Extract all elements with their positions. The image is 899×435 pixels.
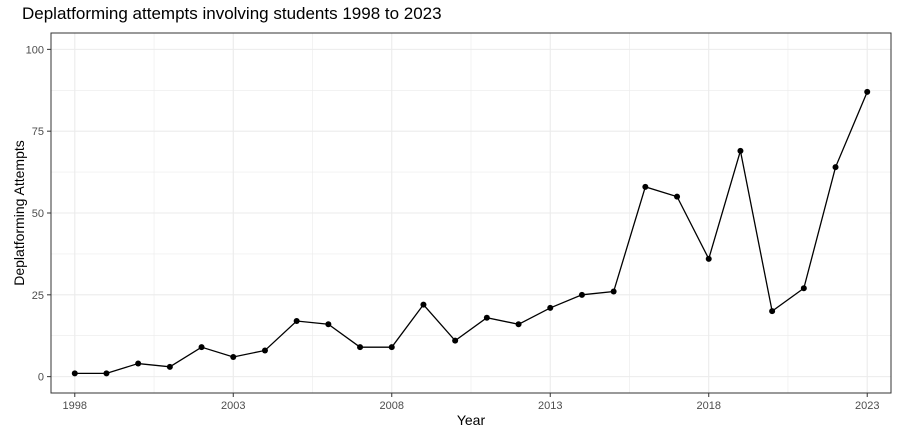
- data-point: [705, 255, 712, 262]
- y-tick-label: 25: [32, 290, 44, 302]
- series-line: [74, 91, 868, 375]
- data-point: [832, 164, 839, 171]
- y-axis-title: Deplatforming Attempts: [11, 140, 27, 286]
- data-point: [388, 344, 395, 351]
- data-point: [800, 285, 807, 292]
- data-point: [483, 314, 490, 321]
- data-point: [293, 318, 300, 324]
- data-point: [135, 360, 142, 367]
- data-point: [166, 363, 173, 370]
- data-point: [261, 347, 268, 354]
- data-point: [674, 193, 681, 200]
- y-tick-label: 75: [32, 126, 44, 138]
- data-point: [578, 291, 585, 298]
- x-tick-label: 2003: [221, 400, 245, 412]
- y-tick-label: 0: [38, 372, 44, 384]
- x-tick-label: 2013: [538, 400, 562, 412]
- data-points: [71, 88, 871, 377]
- data-point: [325, 321, 332, 328]
- data-point: [769, 308, 776, 315]
- series-line-group: [74, 91, 868, 375]
- major-grid: [51, 33, 891, 393]
- data-point: [610, 288, 617, 295]
- x-tick-label: 1998: [63, 400, 87, 412]
- data-point: [420, 301, 427, 308]
- x-axis-title: Year: [457, 412, 486, 428]
- data-point: [642, 183, 649, 190]
- x-tick-label: 2023: [855, 400, 879, 412]
- data-point: [737, 147, 744, 154]
- data-point: [230, 354, 237, 360]
- data-point: [515, 321, 522, 328]
- y-tick-label: 100: [26, 44, 44, 56]
- y-tick-label: 50: [32, 208, 44, 220]
- axis-ticks: 1998 2003 2008 2013 2018 2023 0 25 50 75 100: [26, 44, 880, 412]
- x-tick-label: 2018: [696, 400, 720, 412]
- data-point: [357, 344, 364, 351]
- chart-title: Deplatforming attempts involving student…: [22, 4, 442, 23]
- data-point: [103, 370, 110, 377]
- data-point: [864, 88, 871, 95]
- x-tick-label: 2008: [380, 400, 404, 412]
- data-point: [547, 304, 554, 311]
- data-point: [71, 370, 78, 377]
- data-point: [198, 344, 205, 351]
- data-point: [452, 337, 459, 344]
